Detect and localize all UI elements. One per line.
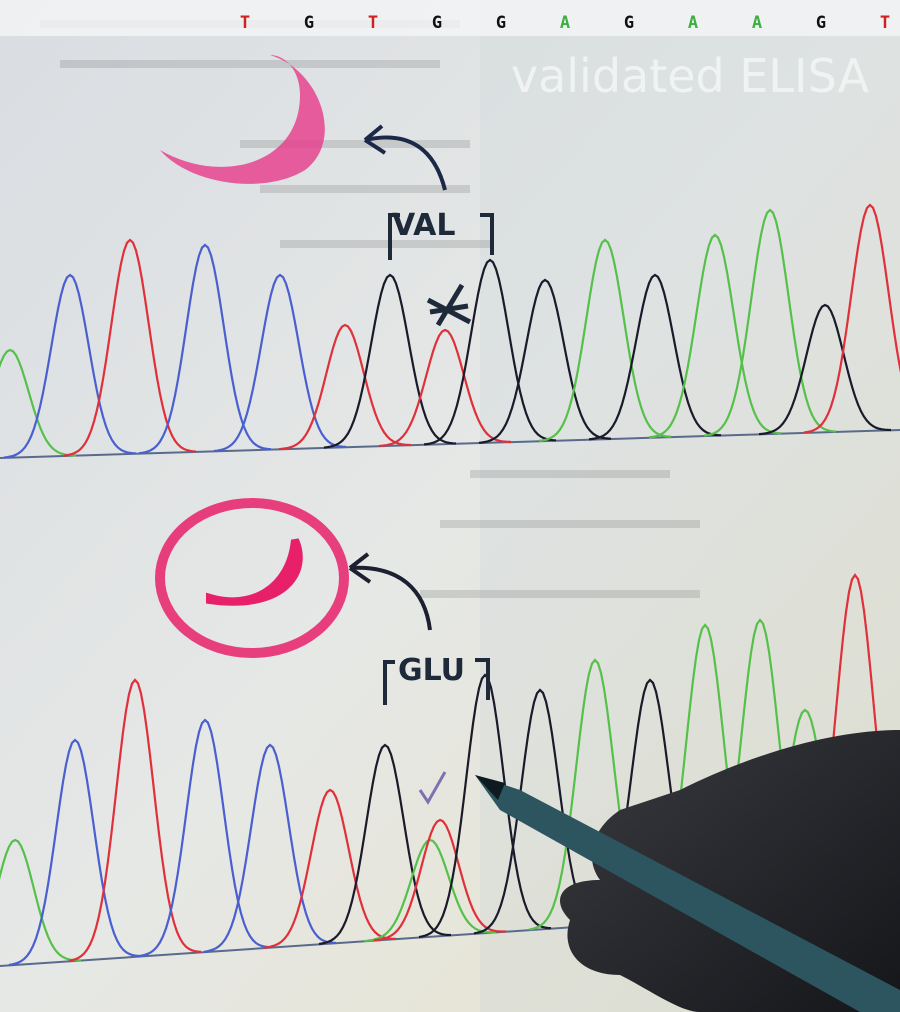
trace-peak xyxy=(0,838,81,962)
trace-peak xyxy=(203,743,337,953)
trace-peak xyxy=(538,238,672,442)
trace-peak xyxy=(63,238,197,457)
annotation-label: VAL xyxy=(392,208,456,243)
trace-peak xyxy=(648,233,782,439)
trace-peak xyxy=(478,278,612,444)
trace-peak xyxy=(3,273,137,459)
pen xyxy=(475,775,900,1012)
trace-peak xyxy=(588,273,722,441)
bracket xyxy=(383,658,490,705)
trace-peak xyxy=(8,738,142,967)
base-call: A xyxy=(752,13,762,33)
trace-peak xyxy=(423,258,557,446)
arrow xyxy=(363,124,447,191)
arrow xyxy=(348,552,432,631)
pink-marker-circle xyxy=(155,498,349,658)
trace-peak xyxy=(418,673,552,939)
trace-peak xyxy=(0,348,76,457)
base-call: A xyxy=(560,13,570,33)
trace-peak xyxy=(758,303,892,436)
trace-peak xyxy=(363,838,497,943)
base-call: T xyxy=(368,13,378,33)
hand xyxy=(560,730,900,1012)
base-call: A xyxy=(688,13,698,33)
base-call: G xyxy=(624,13,634,33)
sequence-bar xyxy=(0,0,900,36)
trace-peak xyxy=(213,273,347,453)
pink-marker-crescent xyxy=(160,55,325,184)
annotation-label: GLU xyxy=(398,653,465,688)
base-call: G xyxy=(816,13,826,33)
bracket xyxy=(388,213,494,260)
trace-peak xyxy=(138,718,272,958)
trace-peak xyxy=(278,323,412,451)
trace-peak xyxy=(263,788,397,949)
trace-peak xyxy=(373,818,506,942)
trace-peak xyxy=(378,328,512,448)
base-call: G xyxy=(304,13,314,33)
trace-peak xyxy=(703,208,837,437)
base-call: T xyxy=(880,13,890,33)
check-mark xyxy=(418,771,447,805)
pink-marker-crescent xyxy=(206,538,303,606)
base-call: G xyxy=(432,13,442,33)
trace-peak xyxy=(68,678,202,962)
trace-peak xyxy=(138,243,272,455)
pen-tip xyxy=(475,775,505,800)
background-heading: validated ELISA xyxy=(511,49,870,103)
base-call: T xyxy=(240,13,250,33)
asterisk xyxy=(426,283,472,327)
trace-peak xyxy=(323,273,457,449)
trace-peak xyxy=(318,743,451,946)
trace-peak xyxy=(803,203,900,434)
base-call: G xyxy=(496,13,506,33)
